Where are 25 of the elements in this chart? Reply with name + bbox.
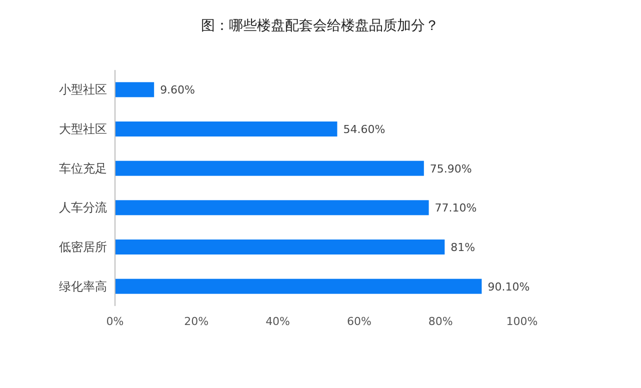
x-tick-label: 80% bbox=[428, 315, 453, 328]
x-tick-label: 20% bbox=[184, 315, 209, 328]
chart-title: 图：哪些楼盘配套会给楼盘品质加分？ bbox=[201, 18, 439, 34]
data-label: 81% bbox=[450, 241, 476, 254]
y-tick-label: 绿化率高 bbox=[59, 279, 107, 294]
bar bbox=[115, 240, 445, 254]
y-tick-label: 低密居所 bbox=[59, 240, 107, 254]
x-tick-label: 100% bbox=[506, 315, 538, 328]
x-tick-label: 0% bbox=[106, 315, 124, 328]
y-tick-label: 大型社区 bbox=[59, 122, 107, 136]
data-label: 54.60% bbox=[343, 123, 386, 136]
data-label: 77.10% bbox=[434, 202, 477, 215]
bar bbox=[115, 200, 429, 216]
x-tick-label: 60% bbox=[346, 315, 372, 328]
y-tick-label: 人车分流 bbox=[59, 200, 107, 215]
y-tick-label: 小型社区 bbox=[59, 82, 107, 97]
y-tick-label: 车位充足 bbox=[59, 161, 107, 176]
bar bbox=[115, 82, 154, 98]
bar bbox=[115, 278, 482, 294]
data-label: 75.90% bbox=[430, 162, 472, 176]
data-label: 90.10% bbox=[488, 280, 530, 294]
bar bbox=[115, 122, 338, 136]
data-label: 9.60% bbox=[160, 84, 196, 97]
x-tick-label: 40% bbox=[266, 315, 290, 328]
bar bbox=[115, 160, 424, 176]
